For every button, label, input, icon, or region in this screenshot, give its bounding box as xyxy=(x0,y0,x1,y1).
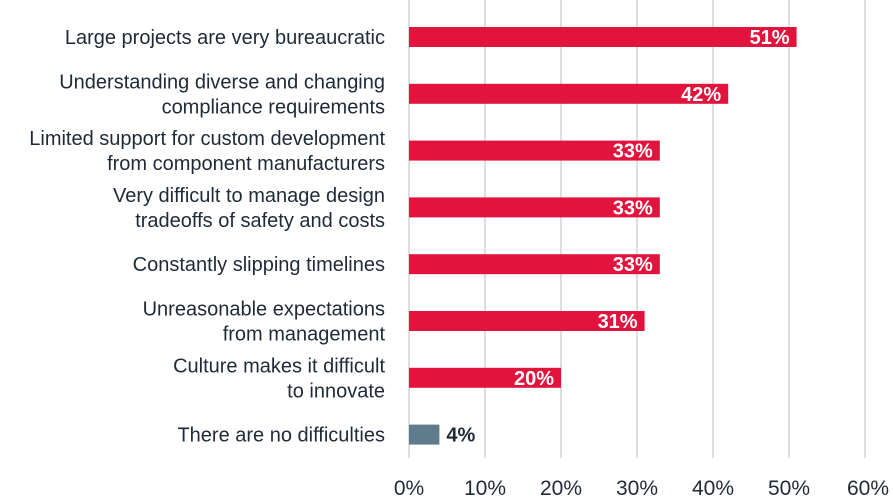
x-tick-label: 40% xyxy=(692,477,734,500)
x-tick-label: 30% xyxy=(616,477,658,500)
category-label: Limited support for custom development fr… xyxy=(29,128,385,175)
category-label-line: tradeoffs of safety and costs xyxy=(135,210,385,232)
category-label: Very difficult to manage design tradeoffs… xyxy=(113,185,385,232)
category-label: Large projects are very bureaucratic xyxy=(65,27,385,49)
bar xyxy=(409,424,440,445)
bar xyxy=(409,140,660,161)
value-labels: 51% 42% 33% 33% 33% 31% 20% 4% xyxy=(446,27,789,447)
category-label: Constantly slipping timelines xyxy=(133,254,385,276)
category-label: Understanding diverse and changing compli… xyxy=(59,71,385,118)
category-label-line: Understanding diverse and changing xyxy=(59,71,385,93)
value-label: 33% xyxy=(613,141,653,163)
category-label: Unreasonable expectations from management xyxy=(143,299,386,346)
bar xyxy=(409,367,561,388)
category-label-line: from component manufacturers xyxy=(107,153,385,175)
x-tick-label: 50% xyxy=(768,477,810,500)
value-label: 20% xyxy=(514,368,554,390)
category-label-line: Constantly slipping timelines xyxy=(133,254,385,276)
bar xyxy=(409,311,645,331)
category-label-line: Very difficult to manage design xyxy=(113,185,385,207)
value-label: 33% xyxy=(613,254,653,276)
value-label: 33% xyxy=(613,197,653,219)
bar xyxy=(409,83,729,104)
category-label-line: There are no difficulties xyxy=(177,425,385,447)
x-tick-label: 60% xyxy=(847,477,889,500)
x-tick-label: 10% xyxy=(464,477,506,500)
value-label: 51% xyxy=(750,27,790,49)
category-label-line: Large projects are very bureaucratic xyxy=(65,27,385,49)
category-label-line: to innovate xyxy=(287,380,385,402)
x-axis-ticks: 0% 10% 20% 30% 40% 50% 60% xyxy=(394,477,889,500)
bar xyxy=(409,254,660,275)
gridlines xyxy=(408,0,866,458)
category-label: There are no difficulties xyxy=(177,425,385,447)
x-tick-label: 20% xyxy=(540,477,582,500)
value-label: 31% xyxy=(598,311,638,333)
bars xyxy=(409,27,797,445)
category-label-line: Unreasonable expectations xyxy=(143,299,385,321)
x-tick-label: 0% xyxy=(394,477,424,500)
category-label-line: from management xyxy=(223,324,386,346)
category-labels: Large projects are very bureaucratic Unde… xyxy=(29,27,385,447)
category-label-line: compliance requirements xyxy=(162,96,385,118)
category-label-line: Limited support for custom development xyxy=(29,128,385,150)
category-label: Culture makes it difficult to innovate xyxy=(173,355,385,402)
value-label: 4% xyxy=(446,425,475,447)
value-label: 42% xyxy=(681,84,721,106)
bar xyxy=(409,197,660,218)
bar xyxy=(409,27,797,47)
category-label-line: Culture makes it difficult xyxy=(173,355,385,377)
